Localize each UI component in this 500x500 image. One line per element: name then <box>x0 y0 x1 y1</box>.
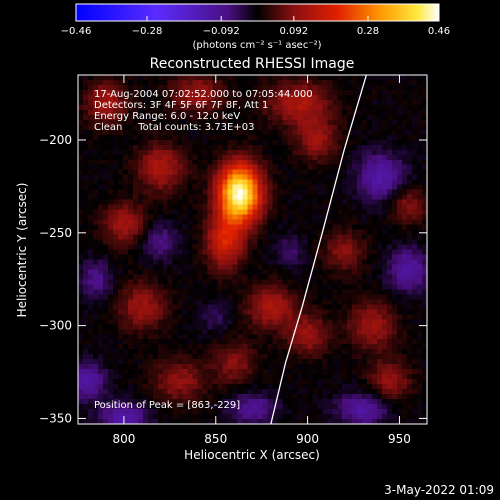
colorbar-frame <box>75 3 440 22</box>
heatmap-image <box>78 75 427 424</box>
y-tick-label: −250 <box>39 226 72 240</box>
x-tick-label: 850 <box>204 432 227 446</box>
colorbar-tick-label: 0.092 <box>279 26 308 37</box>
x-axis-label: Heliocentric X (arcsec) <box>184 448 320 462</box>
colorbar-tick-label: 0.28 <box>357 26 379 37</box>
peak-position-label: Position of Peak = [863,-229] <box>94 400 240 411</box>
axis-ticks: 800 850 900 950 −200 −250 −300 −350 <box>39 75 427 446</box>
colorbar-gradient <box>76 4 439 21</box>
y-axis-label: Heliocentric Y (arcsec) <box>15 183 29 318</box>
colorbar-tick-label: −0.28 <box>132 26 163 37</box>
y-tick-label: −350 <box>39 411 72 425</box>
colorbar: −0.46 −0.28 −0.092 0.092 0.28 0.46 (photons c… <box>61 3 450 51</box>
colorbar-tick-label: 0.46 <box>428 26 450 37</box>
plot-area: 800 850 900 950 −200 −250 −300 −350 17-Aug-2004… <box>39 74 428 446</box>
solar-limb-curve <box>270 75 368 424</box>
chart-title: Reconstructed RHESSI Image <box>150 56 355 72</box>
y-tick-label: −300 <box>39 319 72 333</box>
colorbar-ticks: −0.46 −0.28 −0.092 0.092 0.28 0.46 <box>61 3 450 37</box>
x-tick-label: 800 <box>112 432 135 446</box>
x-tick-label: 900 <box>296 432 319 446</box>
footer-timestamp: 3-May-2022 01:09 <box>384 483 494 497</box>
colorbar-unit-label: (photons cm⁻² s⁻¹ asec⁻²) <box>192 40 321 51</box>
colorbar-tick-label: −0.092 <box>203 26 240 37</box>
y-tick-label: −200 <box>39 133 72 147</box>
plot-frame <box>77 74 428 425</box>
annotation-energy-range: Energy Range: 6.0 - 12.0 keV <box>94 111 240 122</box>
x-tick-label: 950 <box>388 432 411 446</box>
annotation-block: 17-Aug-2004 07:02:52.000 to 07:05:44.000… <box>94 89 313 133</box>
annotation-time-range: 17-Aug-2004 07:02:52.000 to 07:05:44.000 <box>94 89 313 100</box>
annotation-detectors: Detectors: 3F 4F 5F 6F 7F 8F, Att 1 <box>94 100 268 111</box>
colorbar-tick-label: −0.46 <box>61 26 92 37</box>
annotation-clean-counts: Clean Total counts: 3.73E+03 <box>94 122 254 133</box>
